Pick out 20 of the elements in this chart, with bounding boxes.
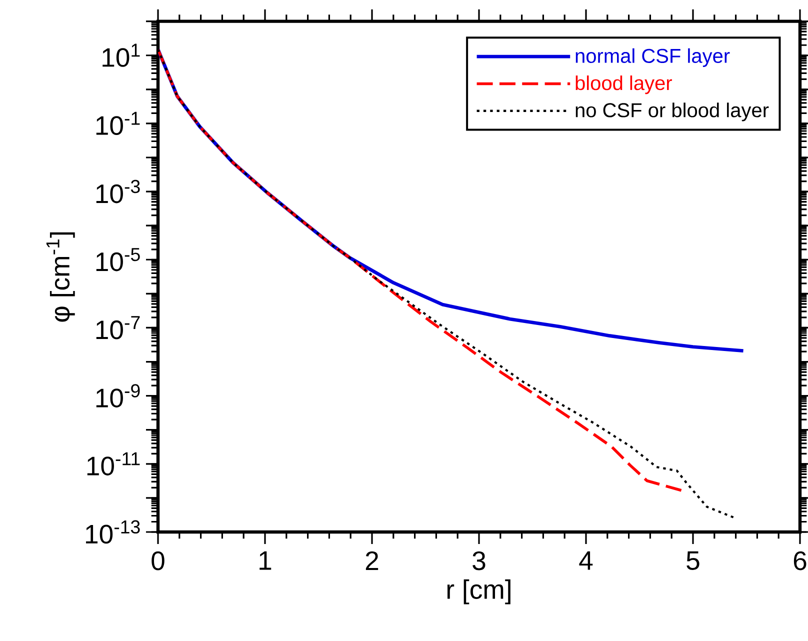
x-tick-label: 6 xyxy=(794,551,806,570)
legend-label: no CSF or blood layer xyxy=(576,102,769,122)
y-tick-label: 10$^{-11}$ xyxy=(87,452,140,476)
x-tick-label: 4 xyxy=(579,551,593,570)
x-tick-label: 2 xyxy=(366,551,378,570)
x-tick-label: 5 xyxy=(686,551,700,570)
legend-label: blood layer xyxy=(576,75,672,94)
x-axis-title: r [cm] xyxy=(447,579,510,604)
y-tick-label: 10$^{-9}$ xyxy=(96,384,140,408)
x-tick-label: 0 xyxy=(152,551,164,570)
legend-label: normal CSF layer xyxy=(576,48,730,67)
y-tick-label: 10$^{-3}$ xyxy=(96,180,140,204)
y-tick-label: 10$^{-13}$ xyxy=(86,520,140,544)
x-tick-label: 3 xyxy=(472,551,486,570)
y-tick-label: 10$^{-7}$ xyxy=(96,316,140,340)
y-tick-label: 10$^{1}$ xyxy=(102,44,140,67)
y-axis-title: φ [cm$^{-1}$] xyxy=(46,232,75,322)
y-tick-label: 10$^{-1}$ xyxy=(96,112,140,135)
y-tick-label: 10$^{-5}$ xyxy=(96,248,140,272)
x-tick-label: 1 xyxy=(260,551,272,570)
